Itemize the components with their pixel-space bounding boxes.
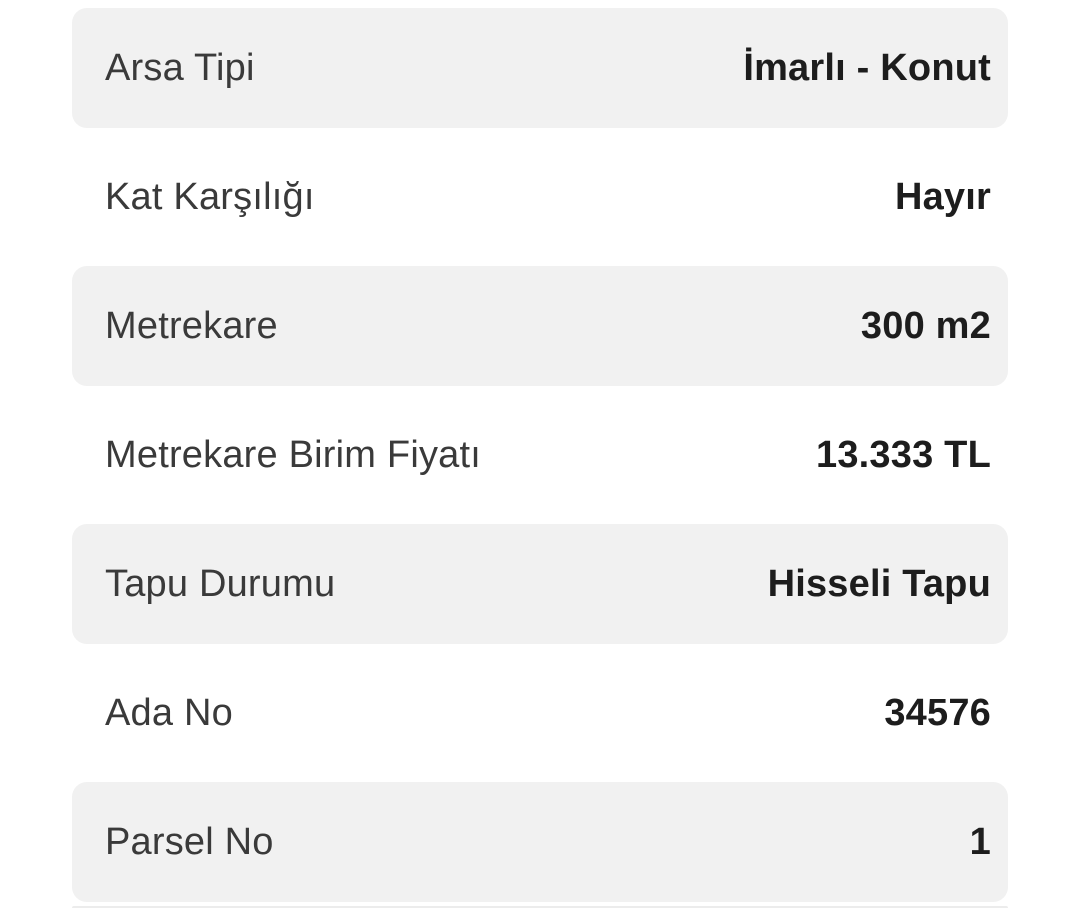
detail-row-label: Metrekare (105, 304, 278, 347)
detail-row-label: Metrekare Birim Fiyatı (105, 433, 482, 476)
next-row-divider (72, 906, 1008, 908)
detail-row: Metrekare Birim Fiyatı 13.333 TL (72, 395, 1008, 515)
detail-row-value: 1 (969, 820, 991, 863)
detail-row: Parsel No 1 (72, 782, 1008, 902)
detail-row-label: Tapu Durumu (105, 562, 336, 605)
detail-row-value: Hayır (894, 175, 991, 218)
detail-row: Ada No 34576 (72, 653, 1008, 773)
detail-row: Metrekare 300 m2 (72, 266, 1008, 386)
detail-row: Tapu Durumu Hisseli Tapu (72, 524, 1008, 644)
detail-row-value: İmarlı - Konut (743, 46, 991, 89)
detail-row-label: Arsa Tipi (105, 46, 255, 89)
detail-row-value: 13.333 TL (815, 433, 991, 476)
detail-row-value: 34576 (884, 691, 991, 734)
detail-row-label: Parsel No (105, 820, 274, 863)
detail-row-value: 300 m2 (860, 304, 991, 347)
detail-row-value: Hisseli Tapu (767, 562, 991, 605)
detail-row: Kat Karşılığı Hayır (72, 137, 1008, 257)
detail-row-label: Ada No (105, 691, 233, 734)
detail-row-label: Kat Karşılığı (105, 175, 315, 218)
detail-row: Arsa Tipi İmarlı - Konut (72, 8, 1008, 128)
